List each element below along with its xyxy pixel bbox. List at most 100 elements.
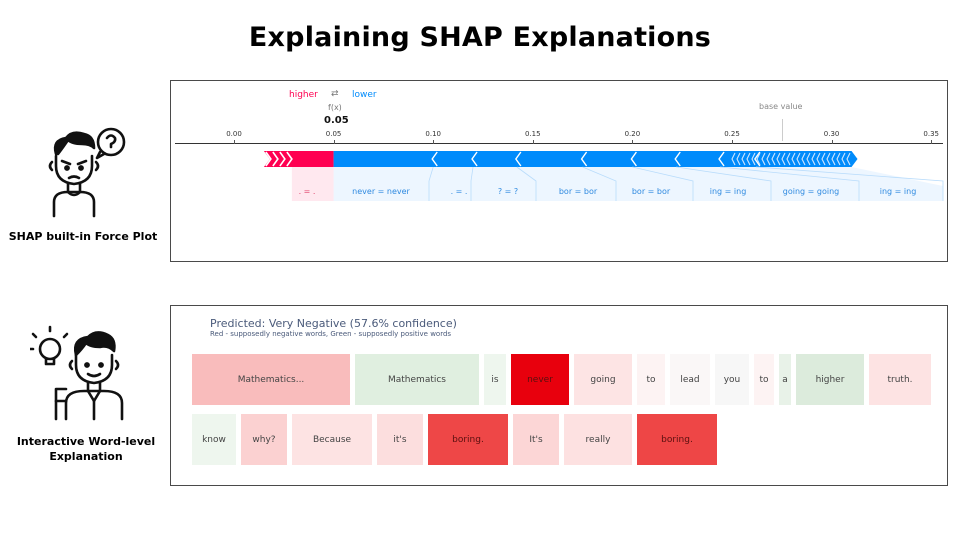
x-tick-label: 0.10 [425, 130, 441, 138]
negative-tail-chevron [741, 152, 746, 166]
negative-tail-chevron [836, 152, 841, 166]
word-token[interactable]: lead [670, 354, 710, 405]
word-token[interactable]: It's [513, 414, 559, 465]
x-axis [175, 143, 943, 144]
negative-boundary [431, 151, 438, 167]
fx-value: 0.05 [324, 115, 349, 126]
word-token[interactable]: it's [377, 414, 423, 465]
x-tick-mark [632, 140, 634, 144]
base-value-line [782, 119, 783, 141]
x-tick-mark [433, 140, 435, 144]
x-tick-mark [532, 140, 534, 144]
color-legend-text: Red - supposedly negative words, Green -… [210, 330, 452, 338]
feature-label: bor = bor [631, 187, 671, 196]
positive-chevron [272, 151, 279, 167]
negative-boundary [515, 151, 522, 167]
word-token[interactable]: why? [241, 414, 287, 465]
word-token[interactable]: a [779, 354, 791, 405]
negative-tail-chevron [786, 152, 791, 166]
feature-connector-line [582, 166, 617, 201]
positive-chevron [265, 151, 272, 167]
negative-segment [333, 151, 858, 167]
force-plot-label: SHAP built-in Force Plot [8, 230, 158, 243]
negative-tail-chevron [831, 152, 836, 166]
feature-label: ing = ing [709, 187, 747, 196]
confused-person-icon [48, 127, 126, 218]
negative-boundary [754, 151, 761, 167]
word-level-panel: Predicted: Very Negative (57.6% confiden… [170, 305, 948, 486]
negative-tail-chevron [761, 152, 766, 166]
x-tick-mark [732, 140, 733, 144]
negative-tail-chevron [796, 152, 801, 166]
feature-label: going = going [782, 187, 840, 196]
negative-tail-chevron [801, 152, 806, 166]
feature-label: . = . [298, 187, 316, 196]
negative-tail-chevron [736, 152, 741, 166]
fx-label: f(x) [328, 103, 342, 112]
x-tick-label: 0.00 [226, 130, 242, 138]
page-title: Explaining SHAP Explanations [248, 22, 712, 53]
x-tick-label: 0.15 [525, 130, 541, 138]
negative-tail-chevron [821, 152, 826, 166]
feature-label: bor = bor [558, 187, 598, 196]
feature-connector-line [755, 166, 944, 201]
word-token[interactable]: Mathematics [355, 354, 479, 405]
negative-tail-chevron [771, 152, 776, 166]
feature-label: . = . [450, 187, 468, 196]
negative-tail-chevron [781, 152, 786, 166]
word-token[interactable]: boring. [637, 414, 717, 465]
feature-label: ? = ? [497, 187, 519, 196]
negative-tail-chevron [731, 152, 736, 166]
negative-tail-chevron [811, 152, 816, 166]
negative-boundary [580, 151, 588, 167]
negative-tail-chevron [756, 152, 761, 166]
x-tick-mark [333, 140, 335, 144]
higher-label: higher [289, 90, 318, 100]
positive-connector [291, 167, 334, 201]
word-token[interactable]: is [484, 354, 506, 405]
x-tick-mark [234, 140, 235, 144]
feature-connector-line [428, 166, 434, 201]
word-token[interactable]: truth. [869, 354, 931, 405]
x-tick-label: 0.30 [823, 130, 840, 138]
word-token[interactable]: going [574, 354, 632, 405]
negative-tail-chevron [806, 152, 811, 166]
feature-connector-line [516, 166, 537, 201]
negative-tail-chevron [751, 152, 756, 166]
word-token[interactable]: to [637, 354, 665, 405]
swap-arrows-icon: ⇄ [331, 89, 339, 99]
x-tick-label: 0.20 [624, 130, 641, 138]
word-token[interactable]: you [715, 354, 749, 405]
word-token[interactable]: Because [292, 414, 372, 465]
force-bar [263, 151, 944, 201]
x-tick-mark [831, 140, 833, 144]
negative-tail-chevron [791, 152, 796, 166]
x-tick-label: 0.35 [923, 130, 939, 138]
negative-connector [333, 167, 944, 201]
feature-connector-line [720, 166, 860, 201]
negative-tail-chevron [776, 152, 781, 166]
word-token[interactable]: really [564, 414, 632, 465]
negative-tail-chevron [846, 152, 851, 166]
feature-connector-line [632, 166, 694, 201]
lower-label: lower [352, 90, 377, 100]
positive-chevron [279, 151, 286, 167]
feature-connector-line [676, 166, 772, 201]
word-token[interactable]: to [754, 354, 774, 405]
feature-label: never = never [352, 187, 410, 196]
x-tick-label: 0.25 [724, 130, 740, 138]
word-token[interactable]: boring. [428, 414, 508, 465]
prediction-text: Predicted: Very Negative (57.6% confiden… [210, 317, 457, 330]
force-plot-panel: higher ⇄ lower f(x) 0.05 base value 0.00… [170, 80, 948, 262]
negative-boundary [471, 151, 478, 167]
idea-person-icon [30, 325, 124, 421]
negative-boundary [630, 151, 637, 167]
positive-chevron [286, 151, 293, 167]
word-token[interactable]: know [192, 414, 236, 465]
word-token[interactable]: Mathematics... [192, 354, 350, 405]
negative-tail-chevron [841, 152, 846, 166]
word-level-label: Interactive Word-level Explanation [16, 435, 156, 463]
word-token[interactable]: higher [796, 354, 864, 405]
word-token[interactable]: never [511, 354, 569, 405]
negative-tail-chevron [826, 152, 831, 166]
